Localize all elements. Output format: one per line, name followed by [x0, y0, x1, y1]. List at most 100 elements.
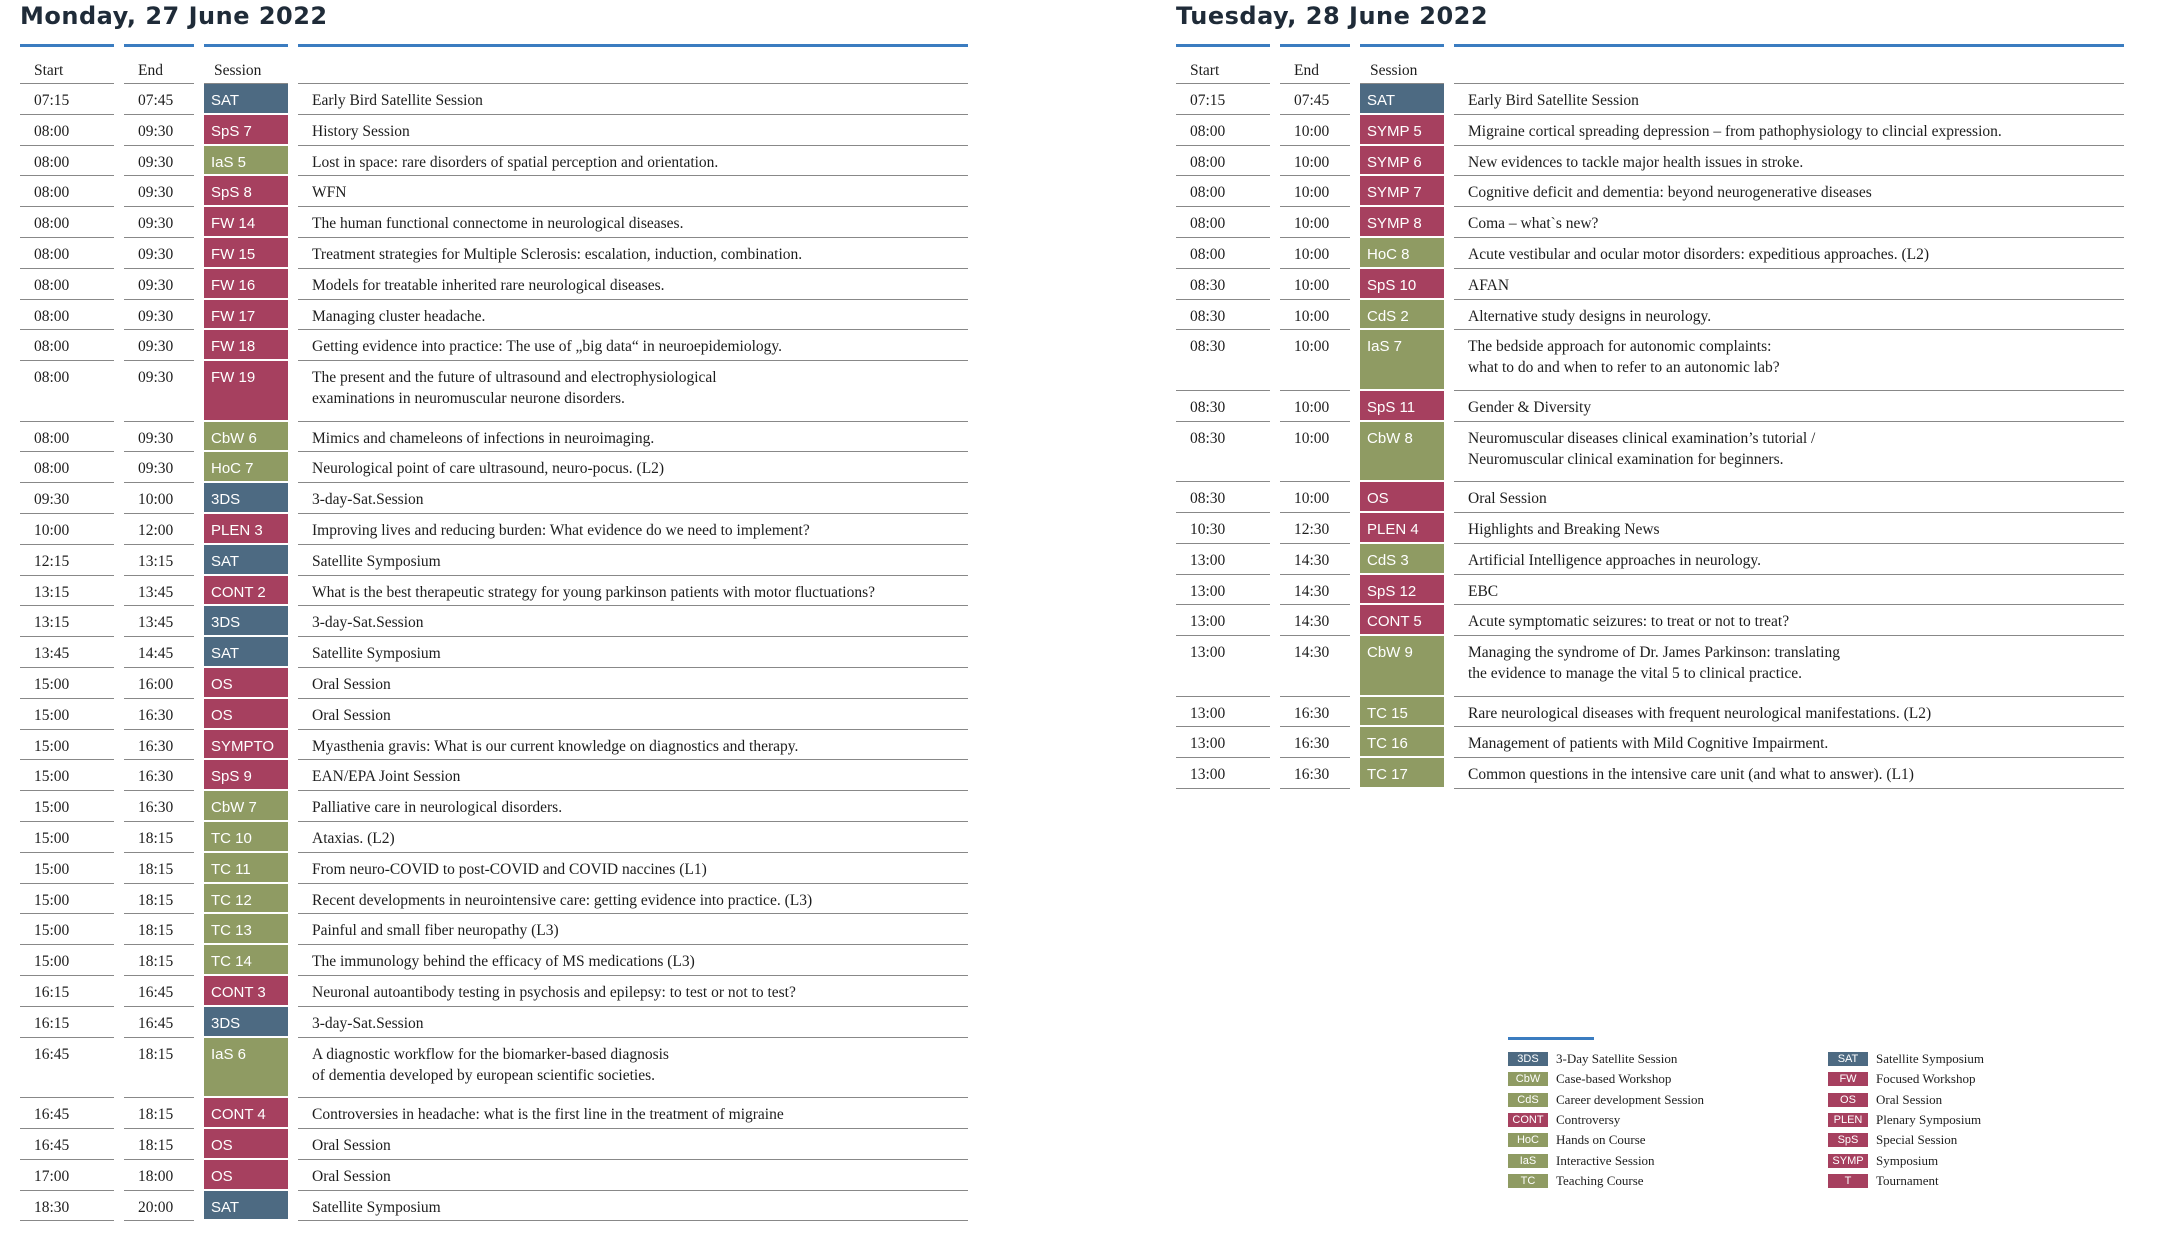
session-title: Controversies in headache: what is the f…	[298, 1098, 968, 1129]
legend-label: 3-Day Satellite Session	[1556, 1051, 1678, 1066]
end-time: 16:30	[1280, 727, 1350, 759]
session-title: Treatment strategies for Multiple Sclero…	[298, 238, 968, 269]
legend-code: FW	[1828, 1072, 1868, 1087]
start-time: 12:15	[20, 545, 114, 576]
end-time: 10:00	[1280, 176, 1350, 208]
end-time: 13:15	[124, 545, 194, 576]
start-time: 15:00	[20, 853, 114, 884]
end-time: 16:30	[124, 699, 194, 730]
end-time: 18:00	[124, 1160, 194, 1191]
legend-code: CdS	[1508, 1092, 1548, 1107]
start-time: 15:00	[20, 884, 114, 915]
session-title: Early Bird Satellite Session	[1454, 84, 2124, 115]
session-row: 09:30 10:00 3DS 3-day-Sat.Session	[20, 483, 970, 515]
end-time: 18:15	[124, 853, 194, 884]
session-title: Lost in space: rare disorders of spatial…	[298, 146, 968, 177]
end-time: 09:30	[124, 361, 194, 422]
end-time: 09:30	[124, 146, 194, 177]
end-time: 18:15	[124, 1129, 194, 1160]
day-schedule: Monday, 27 June 2022 Start End Session 07:15…	[20, 0, 970, 1222]
session-title: Migraine cortical spreading depression –…	[1454, 115, 2124, 146]
session-code: OS	[204, 668, 288, 699]
end-time: 10:00	[1280, 330, 1350, 391]
end-time: 18:15	[124, 914, 194, 946]
session-code: CbW 8	[1360, 421, 1444, 483]
session-title: Managing the syndrome of Dr. James Parki…	[1454, 636, 2124, 697]
session-code: CONT 5	[1360, 605, 1444, 637]
session-title: EAN/EPA Joint Session	[298, 760, 968, 792]
session-code: 3DS	[204, 1006, 288, 1038]
session-title: What is the best therapeutic strategy fo…	[298, 576, 968, 607]
legend-label: Teaching Course	[1556, 1172, 1644, 1188]
session-row: 08:00 09:30 FW 19 The present and the futur…	[20, 361, 970, 422]
session-title: Oral Session	[1454, 482, 2124, 513]
session-title: Improving lives and reducing burden: Wha…	[298, 514, 968, 545]
session-code: PLEN 4	[1360, 512, 1444, 544]
session-code: CONT 3	[204, 976, 288, 1007]
end-time: 09:30	[124, 330, 194, 362]
session-title: EBC	[1454, 575, 2124, 606]
end-time: 14:30	[1280, 575, 1350, 606]
session-code: CbW 6	[204, 421, 288, 453]
legend-code: OS	[1828, 1092, 1868, 1107]
session-code: SYMP 5	[1360, 114, 1444, 146]
session-row: 15:00 18:15 TC 13 Painful and small fiber n…	[20, 914, 970, 946]
end-time: 16:45	[124, 976, 194, 1007]
start-time: 09:30	[20, 483, 114, 515]
session-code: SpS 9	[204, 760, 288, 792]
session-title: Coma – what`s new?	[1454, 207, 2124, 238]
end-time: 13:45	[124, 606, 194, 638]
session-code: OS	[1360, 482, 1444, 513]
session-code: OS	[204, 698, 288, 730]
legend-label: Satellite Symposium	[1876, 1051, 1984, 1066]
session-title: The immunology behind the efficacy of MS…	[298, 945, 968, 977]
session-title: Oral Session	[298, 1160, 968, 1191]
session-code: IaS 7	[1360, 330, 1444, 391]
legend-label: Focused Workshop	[1876, 1071, 1976, 1087]
session-row: 13:45 14:45 SAT Satellite Symposium	[20, 637, 970, 669]
start-time: 07:15	[20, 84, 114, 115]
end-time: 18:15	[124, 1038, 194, 1099]
session-title: Neurological point of care ultrasound, n…	[298, 452, 968, 484]
start-time: 13:15	[20, 606, 114, 638]
session-row: 08:30 10:00 OS Oral Session	[1176, 482, 2126, 513]
session-row: 08:00 09:30 SpS 8 WFN	[20, 176, 970, 208]
session-code: SAT	[204, 637, 288, 669]
start-time: 08:30	[1176, 269, 1270, 300]
legend-item: SpS Special Session	[1828, 1131, 1957, 1149]
session-row: 08:30 10:00 CdS 2 Alternative study designs…	[1176, 299, 2126, 331]
end-time: 10:00	[1280, 422, 1350, 483]
end-time: 10:00	[1280, 207, 1350, 238]
session-row: 12:15 13:15 SAT Satellite Symposium	[20, 544, 970, 576]
legend-code: 3DS	[1508, 1052, 1548, 1066]
session-title: Common questions in the intensive care u…	[1454, 758, 2124, 790]
end-time: 13:45	[124, 576, 194, 607]
start-time: 18:30	[20, 1191, 114, 1222]
end-time: 18:15	[124, 945, 194, 977]
session-code: SYMP 7	[1360, 176, 1444, 208]
session-row: 17:00 18:00 OS Oral Session	[20, 1159, 970, 1191]
session-title: Models for treatable inherited rare neur…	[298, 269, 968, 300]
legend-label: Symposium	[1876, 1152, 1939, 1168]
session-row: 08:00 10:00 HoC 8 Acute vestibular and ocul…	[1176, 237, 2126, 269]
session-title: Early Bird Satellite Session	[298, 84, 968, 115]
legend-code: IaS	[1508, 1153, 1548, 1168]
column-header: Session	[204, 44, 288, 84]
session-title: The present and the future of ultrasound…	[298, 361, 968, 422]
end-time: 18:15	[124, 884, 194, 915]
legend-label: Interactive Session	[1556, 1152, 1655, 1168]
end-time: 10:00	[1280, 115, 1350, 146]
session-row: 13:15 13:45 CONT 2 What is the best therape…	[20, 575, 970, 607]
session-title: The bedside approach for autonomic compl…	[1454, 330, 2124, 391]
session-code: SAT	[204, 544, 288, 576]
session-code: FW 19	[204, 361, 288, 422]
session-title: Neuronal autoantibody testing in psychos…	[298, 976, 968, 1007]
session-row: 15:00 16:00 OS Oral Session	[20, 668, 970, 699]
session-row: 15:00 18:15 TC 14 The immunology behind the…	[20, 945, 970, 977]
session-row: 13:00 16:30 TC 16 Management of patients wi…	[1176, 727, 2126, 759]
session-title: Acute vestibular and ocular motor disord…	[1454, 238, 2124, 269]
session-code: SpS 8	[204, 176, 288, 208]
session-row: 08:00 09:30 SpS 7 History Session	[20, 114, 970, 146]
session-code: CbW 7	[204, 791, 288, 823]
